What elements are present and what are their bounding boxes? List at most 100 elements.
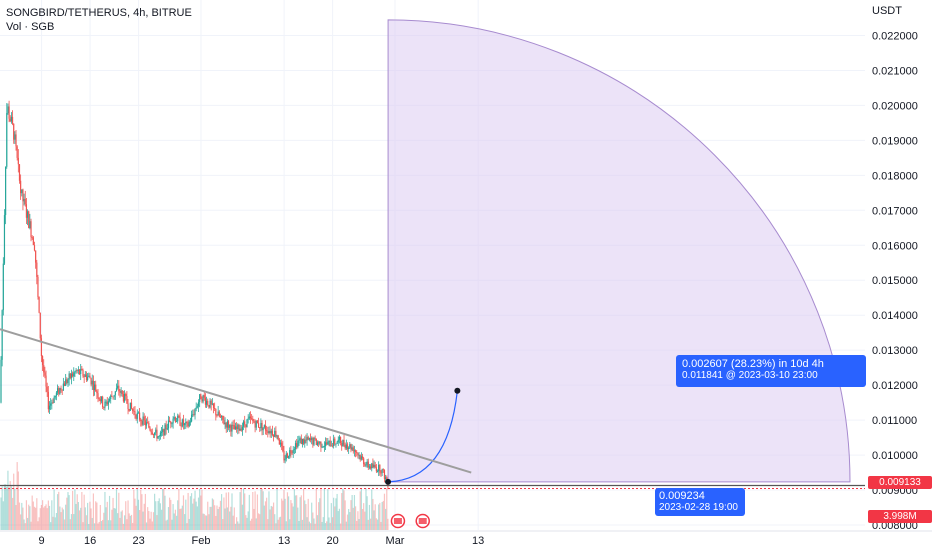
candle-body — [278, 439, 280, 445]
candle-body — [178, 415, 180, 418]
volume-bar — [245, 515, 247, 530]
projection-start-point — [385, 478, 392, 485]
volume-bar — [193, 498, 195, 530]
candle-body — [47, 391, 49, 410]
candle-body — [341, 442, 343, 447]
price-tick-label: 0.022000 — [872, 30, 918, 42]
candle-body — [245, 424, 247, 428]
candle-body — [324, 442, 327, 447]
volume-bar — [70, 514, 73, 530]
volume-bar — [95, 501, 97, 530]
volume-bar — [296, 495, 298, 530]
volume-bar — [216, 505, 218, 530]
volume-bar — [3, 484, 6, 530]
candle-body — [137, 412, 140, 414]
volume-bar — [201, 489, 203, 530]
volume-bar — [44, 506, 46, 530]
volume-bar — [115, 489, 118, 530]
volume-bar — [218, 506, 220, 530]
price-tick-label: 0.010000 — [872, 450, 918, 462]
candle-body — [197, 402, 200, 407]
candle-body — [296, 443, 298, 448]
candle-body — [294, 443, 297, 450]
price-tick-label: 0.019000 — [872, 135, 918, 147]
candle-body — [122, 394, 125, 402]
candle-body — [134, 411, 136, 415]
volume-bar — [2, 501, 4, 530]
symbol-title[interactable]: SONGBIRD/TETHERUS, 4h, BITRUE — [6, 7, 192, 19]
candle-body — [62, 383, 64, 391]
volume-bar — [256, 494, 259, 530]
candle-body — [234, 426, 237, 430]
volume-bar — [291, 503, 293, 530]
candle-body — [108, 399, 111, 402]
candle-body — [257, 423, 260, 428]
volume-bar — [236, 517, 238, 530]
candle-body — [283, 451, 285, 461]
volume-bar — [210, 506, 212, 530]
volume-bar — [190, 493, 193, 530]
candle-body — [242, 421, 245, 427]
time-axis[interactable]: 9 16 23 Feb 13 20 Mar 13 — [0, 530, 932, 547]
volume-bar — [178, 488, 180, 530]
candle-body — [112, 396, 114, 398]
price-tick-label: 0.018000 — [872, 170, 918, 182]
candle-body — [308, 438, 310, 440]
volume-bar — [10, 486, 12, 530]
volume-bar — [185, 499, 187, 530]
volume-bar — [54, 517, 56, 530]
candle-body — [312, 438, 314, 445]
candle-body — [89, 375, 91, 379]
volume-bar — [172, 504, 174, 530]
volume-bar — [63, 519, 66, 530]
candle-body — [319, 441, 321, 444]
candle-body — [219, 416, 222, 418]
volume-bar — [307, 498, 309, 530]
volume-bar — [125, 501, 127, 530]
volume-bar — [211, 498, 213, 530]
volume-bar — [387, 518, 389, 530]
candle-body — [85, 374, 88, 380]
candle-body — [306, 437, 308, 441]
volume-bar — [309, 523, 312, 530]
volume-bar — [287, 496, 290, 530]
candle-body — [195, 407, 197, 409]
price-tick-label: 0.016000 — [872, 240, 918, 252]
candle-body — [361, 456, 364, 459]
volume-bar — [38, 517, 40, 530]
candle-body — [66, 379, 68, 383]
candle-body — [282, 445, 284, 452]
candle-body — [205, 400, 208, 405]
candle-body — [76, 370, 78, 371]
candle-body — [154, 432, 156, 435]
volume-bar — [234, 523, 237, 530]
candle-body — [13, 123, 15, 140]
volume-bar — [282, 500, 284, 530]
candle-body — [5, 166, 7, 216]
volume-bar — [249, 520, 252, 530]
volume-bar — [363, 503, 365, 530]
candle-body — [279, 442, 282, 445]
candle-body — [173, 417, 175, 419]
volume-bar — [41, 500, 44, 530]
volume-bar — [9, 481, 11, 530]
candle-body — [373, 464, 375, 468]
volume-bar — [69, 519, 71, 530]
volume-bar — [248, 494, 250, 530]
volume-bar — [383, 493, 386, 530]
candle-body — [63, 383, 66, 386]
volume-bar — [184, 514, 186, 530]
volume-bar — [51, 500, 53, 530]
volume-bar — [195, 501, 197, 530]
volume-bar — [97, 523, 99, 530]
volume-bar — [278, 517, 280, 530]
volume-bar — [221, 494, 223, 530]
candle-body — [320, 441, 322, 448]
volume-legend[interactable]: Vol · SGB — [6, 21, 55, 33]
candle-body — [187, 422, 189, 427]
candle-body — [99, 399, 101, 402]
price-axis[interactable]: USDT 0.022000 0.021000 0.020000 0.019000 0.01… — [872, 5, 918, 532]
volume-bar — [261, 488, 263, 530]
candle-body — [287, 456, 290, 458]
